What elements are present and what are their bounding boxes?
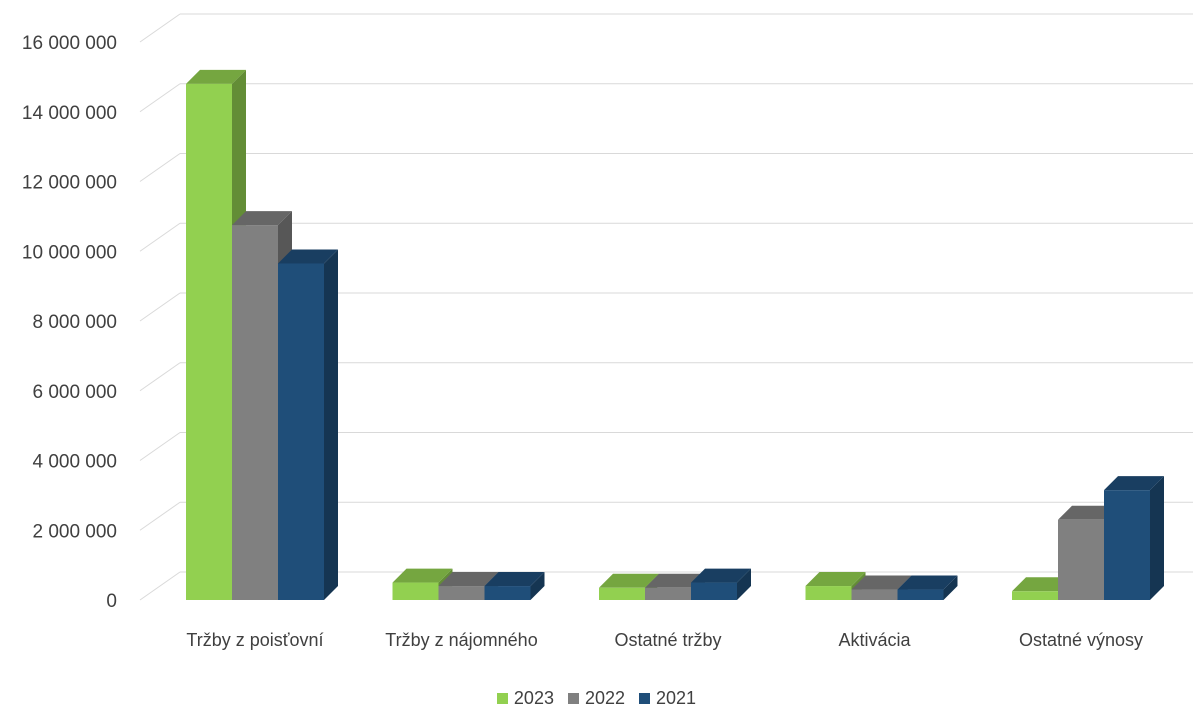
y-tick-label: 10 000 000 <box>22 242 117 263</box>
y-tick-label: 8 000 000 <box>32 312 117 333</box>
bar-side <box>324 249 338 601</box>
bar-front <box>484 586 531 600</box>
bar-top <box>851 575 912 590</box>
gridline-side <box>139 432 181 461</box>
bar-front <box>1012 591 1058 600</box>
bar-front <box>1104 490 1150 600</box>
bar-front <box>438 586 485 600</box>
x-tick-label: Ostatné výnosy <box>1019 630 1143 650</box>
bar-top <box>186 69 246 84</box>
x-tick-label: Tržby z nájomného <box>385 630 537 650</box>
x-tick-label: Ostatné tržby <box>614 630 721 650</box>
bar-front <box>805 586 852 600</box>
bar-top <box>438 572 499 587</box>
bar-front <box>392 582 439 600</box>
bar <box>897 575 958 600</box>
legend-swatch-2022 <box>567 692 579 704</box>
bar-chart: 0 2 000 000 4 000 000 6 000 000 8 000 000 10 … <box>22 13 1193 650</box>
bar-top <box>278 249 338 264</box>
x-tick-label: Aktivácia <box>838 630 911 650</box>
x-tick-label: Tržby z poisťovní <box>186 630 323 650</box>
legend-label-2023: 2023 <box>513 687 554 708</box>
bar-front <box>691 582 737 600</box>
gridline-side <box>139 222 181 252</box>
bar-top <box>484 572 545 587</box>
legend: 2023 2022 2021 <box>0 686 1193 710</box>
bar-front <box>851 589 898 600</box>
y-tick-label: 2 000 000 <box>32 521 117 542</box>
gridline-side <box>139 153 181 182</box>
bar-front <box>599 587 645 600</box>
legend-item-2023: 2023 <box>496 687 554 709</box>
bar-side <box>737 568 751 600</box>
bar-top <box>645 573 705 588</box>
bar <box>691 568 751 600</box>
gridline-side <box>139 292 181 322</box>
legend-label-2022: 2022 <box>584 687 626 708</box>
y-tick-label: 0 <box>106 591 117 612</box>
bar-top <box>232 211 292 226</box>
bar-top <box>1058 505 1118 520</box>
bar-top <box>392 568 453 583</box>
bar-side <box>1150 476 1164 600</box>
legend-item-2021: 2021 <box>639 688 696 709</box>
y-tick-label: 12 000 000 <box>22 173 117 194</box>
y-tick-label: 6 000 000 <box>32 382 117 403</box>
gridline-side <box>139 13 181 43</box>
bar-front <box>278 263 324 600</box>
gridline-side <box>139 571 181 601</box>
bar-top <box>1012 577 1072 592</box>
bar-top <box>897 575 958 590</box>
bars <box>186 69 1164 601</box>
bar-side <box>943 575 958 600</box>
bar <box>278 249 338 601</box>
gridline-side <box>139 83 181 113</box>
bar-front <box>645 587 691 600</box>
bar-side <box>530 572 545 600</box>
y-tick-label: 16 000 000 <box>22 33 117 54</box>
bar-top <box>805 572 866 587</box>
legend-item-2022: 2022 <box>567 687 626 709</box>
bar-top <box>691 568 751 583</box>
legend-label-2021: 2021 <box>656 687 697 708</box>
bar-front <box>232 225 278 600</box>
bar-front <box>186 83 232 601</box>
x-axis-ticks: Tržby z poisťovní Tržby z nájomného Ostatn… <box>186 630 1143 650</box>
bar <box>1104 476 1164 600</box>
bar-top <box>599 573 659 588</box>
gridlines <box>139 13 1193 601</box>
y-axis-ticks: 0 2 000 000 4 000 000 6 000 000 8 000 000 10 … <box>22 33 117 612</box>
bar-front <box>1058 519 1104 600</box>
bar-front <box>897 589 944 600</box>
gridline-side <box>139 362 181 392</box>
y-tick-label: 14 000 000 <box>22 103 117 124</box>
bar-top <box>1104 476 1164 491</box>
gridline-side <box>139 501 181 531</box>
y-tick-label: 4 000 000 <box>32 452 117 473</box>
legend-swatch-2023 <box>496 692 508 704</box>
bar <box>484 572 545 600</box>
legend-swatch-2021 <box>639 692 651 704</box>
